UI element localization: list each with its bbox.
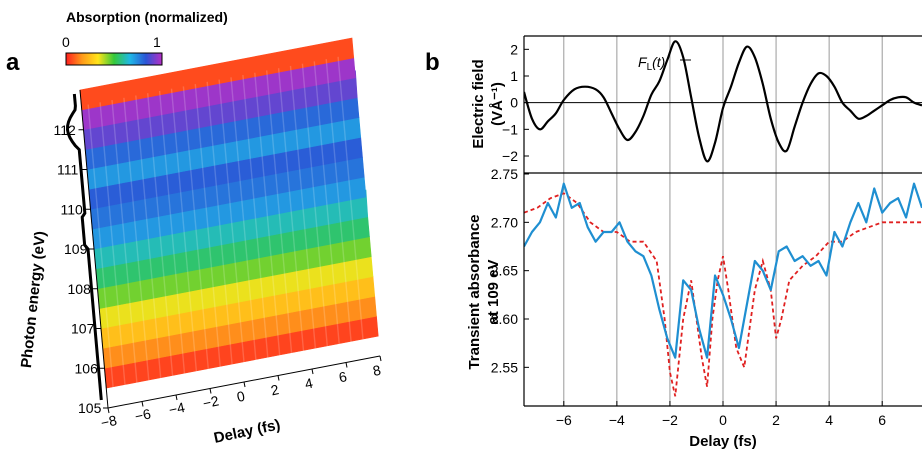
surface-streak bbox=[289, 65, 317, 357]
energy-tick-label: 106 bbox=[75, 360, 99, 376]
electric-field-plot bbox=[524, 40, 922, 163]
surface-streak bbox=[254, 72, 282, 363]
surface-streak bbox=[313, 61, 341, 352]
delay-x-tick-label: 0 bbox=[719, 412, 727, 428]
panel-b-axes: −2 −1 0 1 2 2.55 2.60 2.65 2.70 2.75 −6 −4 −2 0 2 4 6 Del… bbox=[466, 35, 922, 450]
delay-tick bbox=[141, 401, 144, 407]
delay-tick bbox=[209, 388, 212, 394]
transient-absorbance-axis-label: Transient absorbance at 109 eV bbox=[466, 214, 502, 369]
delay-tick bbox=[277, 375, 280, 381]
surface-streak bbox=[99, 102, 127, 393]
delay-tick bbox=[107, 407, 110, 414]
model-absorbance-line bbox=[524, 192, 922, 397]
colorbar-title: Absorption (normalized) bbox=[66, 9, 228, 25]
delay-tick-label: 6 bbox=[337, 368, 348, 385]
surface-streak bbox=[194, 84, 222, 375]
energy-tick-label: 111 bbox=[57, 162, 78, 178]
photon-energy-axis-label: Photon energy (eV) bbox=[18, 230, 49, 369]
colorbar-max-label: 1 bbox=[153, 34, 161, 50]
delay-tick-label: −2 bbox=[201, 392, 220, 411]
delay-tick-label: −4 bbox=[167, 399, 186, 418]
surface-streak bbox=[123, 97, 151, 389]
delay-x-tick-label: −4 bbox=[609, 412, 625, 428]
delay-x-tick-label: −2 bbox=[662, 412, 678, 428]
delay-tick-label: 2 bbox=[269, 381, 280, 398]
surface-streak bbox=[87, 104, 115, 395]
panel-b-x-axis-label: Delay (fs) bbox=[689, 433, 757, 450]
measured-absorbance-line bbox=[524, 182, 922, 359]
delay-tick-label: −8 bbox=[99, 412, 118, 431]
delay-x-tick-label: −6 bbox=[556, 412, 572, 428]
energy-tick-label: 109 bbox=[64, 241, 88, 257]
surface-streak bbox=[147, 93, 174, 384]
delay-tick-label: −6 bbox=[133, 405, 152, 424]
delay-x-tick-label: 6 bbox=[878, 412, 886, 428]
absorbance-y-tick-label: 2.65 bbox=[491, 263, 518, 279]
absorbance-y-tick-label: 2.55 bbox=[491, 359, 518, 375]
electric-field-line bbox=[524, 40, 922, 163]
colorbar bbox=[65, 52, 163, 66]
delay-tick bbox=[311, 368, 314, 375]
surface-streak bbox=[206, 81, 234, 373]
surface-streak bbox=[218, 79, 246, 370]
electric-field-axis-label: Electric field (VÅ⁻¹) bbox=[470, 59, 506, 148]
field-y-tick-label: 0 bbox=[510, 95, 518, 111]
energy-tick-label: 110 bbox=[61, 201, 84, 217]
field-y-tick-label: −2 bbox=[502, 148, 518, 164]
energy-tick-label: 108 bbox=[68, 281, 92, 297]
field-annotation: FL(t) bbox=[638, 54, 691, 73]
surface-streak bbox=[266, 70, 293, 361]
delay-tick-label: 8 bbox=[371, 362, 382, 379]
transient-absorbance-plot bbox=[524, 182, 922, 397]
delay-tick bbox=[243, 381, 246, 388]
surface-streak bbox=[111, 99, 139, 391]
delay-x-tick-label: 2 bbox=[772, 412, 780, 428]
energy-tick-label: 112 bbox=[54, 122, 77, 138]
surface-streak bbox=[337, 56, 365, 348]
field-y-tick-label: 1 bbox=[510, 68, 518, 84]
delay-tick-label: 4 bbox=[303, 375, 314, 392]
spectrum-profile-line bbox=[65, 93, 103, 401]
surface-streak bbox=[170, 88, 198, 379]
field-y-tick-label: −1 bbox=[502, 121, 518, 137]
surface-streak bbox=[242, 74, 270, 366]
colorbar-min-label: 0 bbox=[62, 34, 70, 50]
surface-streak bbox=[135, 95, 163, 386]
panel-a-letter: a bbox=[6, 49, 20, 76]
surface-streak bbox=[277, 68, 305, 359]
surface-streak bbox=[158, 90, 186, 382]
absorption-surface bbox=[65, 37, 379, 401]
absorbance-y-tick-label: 2.75 bbox=[491, 166, 518, 182]
field-annotation-label: FL(t) bbox=[638, 54, 665, 73]
surface-streak bbox=[325, 59, 353, 350]
delay-tick bbox=[175, 394, 178, 401]
field-y-tick-label: 2 bbox=[510, 41, 518, 57]
absorbance-y-tick-label: 2.70 bbox=[491, 214, 518, 230]
surface-streak bbox=[182, 86, 210, 377]
surface-streak bbox=[301, 63, 329, 354]
delay-x-tick-label: 4 bbox=[825, 412, 833, 428]
delay-tick bbox=[379, 355, 382, 362]
delay-tick bbox=[345, 362, 348, 368]
panel-b-letter: b bbox=[425, 49, 440, 76]
delay-axis-label: Delay (fs) bbox=[212, 416, 282, 447]
absorbance-y-tick-label: 2.60 bbox=[491, 311, 518, 327]
delay-tick-label: 0 bbox=[235, 388, 246, 405]
energy-tick-label: 105 bbox=[78, 400, 102, 416]
panel-b-gridlines bbox=[563, 36, 883, 406]
surface-streak bbox=[230, 77, 258, 368]
energy-tick-label: 107 bbox=[71, 321, 95, 337]
